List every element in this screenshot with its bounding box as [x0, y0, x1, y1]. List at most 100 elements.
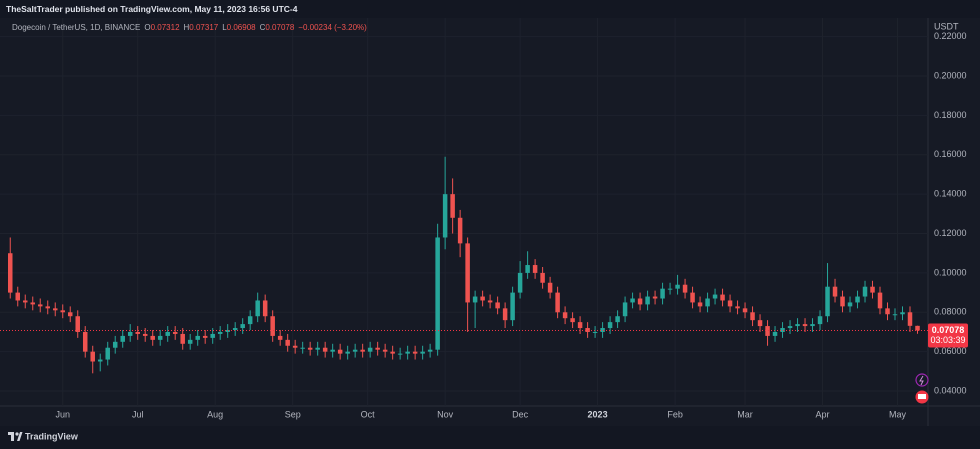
candle-body [22, 300, 28, 303]
candle-body [532, 265, 538, 273]
ohlc-value: 0.07312 [150, 23, 180, 32]
candle-body [870, 286, 875, 293]
x-tick-label: Aug [207, 409, 223, 419]
candle-body [615, 316, 620, 323]
candle-body [742, 308, 748, 313]
y-tick-label: 0.08000 [934, 307, 967, 317]
candle-body [225, 330, 230, 332]
candle-body [622, 302, 628, 317]
candle-body [360, 349, 365, 352]
candle-body [135, 331, 140, 334]
x-tick-label: Jul [132, 409, 144, 419]
candle-body [270, 316, 275, 336]
candle-body [907, 312, 913, 326]
candle-body [480, 296, 485, 301]
candle-body [337, 349, 343, 354]
legend-header: Dogecoin / TetherUS, 1D, BINANCE O0.0731… [12, 23, 367, 32]
candle-body [330, 349, 335, 352]
y-tick-label: 0.20000 [934, 70, 967, 80]
x-tick-label: Nov [437, 409, 454, 419]
candle-body [315, 347, 320, 350]
candle-body [487, 300, 493, 303]
candle-body [165, 331, 170, 336]
logo-slash [17, 432, 23, 441]
ohlc: C0.07078 [260, 23, 295, 32]
candle-body [157, 335, 163, 340]
candle-body [585, 328, 590, 332]
candle-body [375, 347, 380, 350]
footer-brand: TradingView [25, 431, 79, 441]
candle-body [600, 328, 605, 332]
candle-body [367, 347, 373, 352]
candle-body [795, 324, 800, 327]
candle-body [817, 316, 823, 325]
x-tick-label: May [889, 409, 907, 419]
candle-body [712, 294, 718, 299]
candle-body [690, 292, 695, 303]
candle-body [300, 347, 305, 349]
candles [8, 156, 920, 374]
candle-body [150, 335, 155, 340]
countdown: 03:03:39 [930, 335, 965, 345]
candle-body [592, 331, 598, 333]
candle-body [345, 351, 350, 354]
candle-body [240, 324, 245, 329]
candle-body [435, 237, 440, 350]
candle-body [637, 298, 643, 305]
price-tag-value: 0.07078 [932, 325, 965, 335]
candle-body [757, 320, 763, 327]
candle-body [412, 351, 418, 354]
flag [918, 394, 926, 399]
x-tick-label: Oct [361, 409, 376, 419]
x-tick-label: 2023 [588, 409, 608, 419]
candle-body [322, 347, 328, 352]
candle-body [495, 302, 500, 309]
candle-body [705, 298, 710, 307]
ohlc-value: 0.07078 [265, 23, 295, 32]
candle-body [232, 328, 238, 331]
candle-body [847, 302, 853, 307]
candle-body [667, 288, 673, 290]
x-tick-label: Dec [512, 409, 529, 419]
candle-body [202, 335, 208, 338]
candle-body [82, 331, 88, 352]
candle-body [525, 265, 530, 273]
y-tick-label: 0.14000 [934, 189, 967, 199]
x-tick-label: Sep [285, 409, 301, 419]
candle-body [562, 312, 568, 319]
candle-body [112, 341, 118, 348]
candle-body [720, 294, 725, 301]
candle-body [352, 349, 358, 352]
candle-body [277, 335, 283, 340]
ohlc-label: H [183, 23, 190, 32]
candle-body [195, 335, 200, 340]
candle-body [457, 217, 463, 244]
candle-body [210, 333, 215, 338]
symbol: Dogecoin / TetherUS, 1D, BINANCE [12, 23, 141, 32]
candle-body [52, 308, 58, 311]
candle-body [607, 322, 613, 329]
candle-body [142, 333, 148, 336]
candle-body [450, 194, 455, 218]
candle-body [30, 302, 35, 305]
candle-body [105, 347, 110, 360]
candle-body [285, 339, 290, 346]
y-tick-label: 0.18000 [934, 110, 967, 120]
candle-body [547, 282, 553, 293]
candle-body [187, 339, 193, 344]
logo-mark [8, 432, 14, 441]
candle-body [397, 353, 403, 355]
plot-background [0, 18, 980, 426]
candle-body [555, 292, 560, 313]
candle-body [442, 194, 448, 238]
candle-body [172, 331, 178, 334]
ohlc-value: 0.07317 [189, 23, 219, 32]
candle-body [255, 300, 260, 317]
y-tick-label: 0.04000 [934, 385, 967, 395]
candle-body [97, 359, 103, 362]
candle-body [262, 300, 268, 317]
y-tick-label: 0.16000 [934, 149, 967, 159]
candle-body [15, 292, 20, 301]
